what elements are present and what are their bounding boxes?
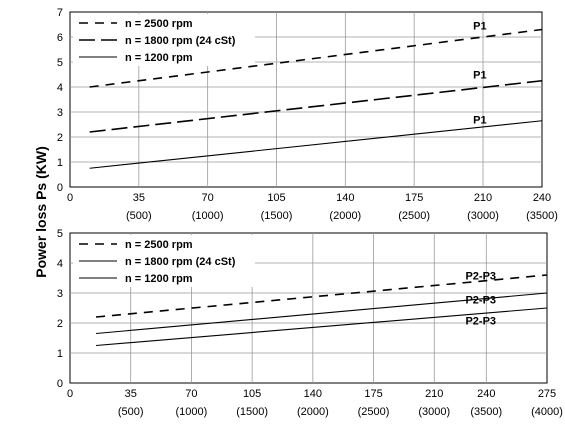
y-tick-label: 5 [57, 57, 63, 69]
x-tick-label: 105 [243, 388, 261, 400]
x-tick-label-secondary: (1500) [236, 406, 268, 418]
x-tick-label-secondary: (500) [126, 210, 152, 222]
y-tick-label: 2 [57, 318, 63, 330]
y-tick-label: 4 [57, 82, 63, 94]
x-tick-label-secondary: (3000) [467, 210, 499, 222]
x-tick-label: 35 [125, 388, 137, 400]
y-tick-label: 1 [57, 157, 63, 169]
x-tick-label: 175 [405, 192, 423, 204]
x-tick-label-secondary: (2500) [398, 210, 430, 222]
annotation-label: P2-P3 [465, 271, 496, 283]
legend-label: n = 1800 rpm (24 cSt) [125, 35, 236, 47]
annotation-label: P2-P3 [465, 295, 496, 307]
x-tick-label: 240 [477, 388, 495, 400]
x-tick-label: 0 [67, 388, 73, 400]
y-axis-label: Power loss Ps (KW) [33, 146, 49, 277]
y-tick-label: 3 [57, 107, 63, 119]
series-line [95, 292, 548, 335]
series-line [89, 120, 543, 169]
y-tick-label: 2 [57, 132, 63, 144]
annotation-label: P1 [473, 21, 486, 33]
x-tick-label: 140 [336, 192, 354, 204]
series-line [95, 307, 548, 347]
x-tick-label-secondary: (500) [118, 406, 144, 418]
y-tick-label: 0 [57, 378, 63, 390]
annotation-label: P1 [473, 114, 486, 126]
y-tick-label: 6 [57, 32, 63, 44]
x-tick-label: 175 [364, 388, 382, 400]
legend-label: n = 1200 rpm [125, 52, 193, 64]
legend-label: n = 1800 rpm (24 cSt) [125, 256, 236, 268]
y-tick-label: 5 [57, 228, 63, 240]
x-tick-label-secondary: (4000) [531, 406, 563, 418]
x-tick-label-secondary: (1000) [192, 210, 224, 222]
x-tick-label-secondary: (1000) [176, 406, 208, 418]
x-tick-label: 70 [185, 388, 197, 400]
chart-bottom: 0 1 2 3 4 5 0 35 (500) 70 (1000) 105 (1500) 140 (2000)… [57, 228, 563, 418]
x-tick-label: 0 [67, 192, 73, 204]
series-line [89, 28, 543, 88]
annotation-label: P2-P3 [465, 316, 496, 328]
x-tick-label: 210 [474, 192, 492, 204]
y-tick-label: 0 [57, 182, 63, 194]
legend-label: n = 2500 rpm [125, 239, 193, 251]
legend-label: n = 2500 rpm [125, 18, 193, 30]
y-tick-label: 4 [57, 258, 63, 270]
series-line [89, 79, 543, 133]
x-tick-label-secondary: (1500) [261, 210, 293, 222]
x-tick-label-secondary: (2000) [329, 210, 361, 222]
x-tick-label-secondary: (2500) [358, 406, 390, 418]
x-tick-label: 210 [425, 388, 443, 400]
y-tick-label: 3 [57, 288, 63, 300]
x-tick-label-secondary: (3500) [470, 406, 502, 418]
legend-label: n = 1200 rpm [125, 273, 193, 285]
x-tick-label-secondary: (3500) [526, 210, 558, 222]
x-tick-label: 70 [202, 192, 214, 204]
x-tick-label: 105 [267, 192, 285, 204]
x-tick-label: 35 [133, 192, 145, 204]
series-line [95, 274, 548, 318]
x-tick-label-secondary: (2000) [297, 406, 329, 418]
y-tick-label: 1 [57, 348, 63, 360]
x-tick-label: 275 [538, 388, 556, 400]
x-tick-label: 240 [533, 192, 551, 204]
x-tick-label-secondary: (3000) [418, 406, 450, 418]
y-tick-label: 7 [57, 7, 63, 19]
x-tick-label: 140 [304, 388, 322, 400]
plot-area [69, 11, 543, 188]
annotation-label: P1 [473, 69, 486, 81]
